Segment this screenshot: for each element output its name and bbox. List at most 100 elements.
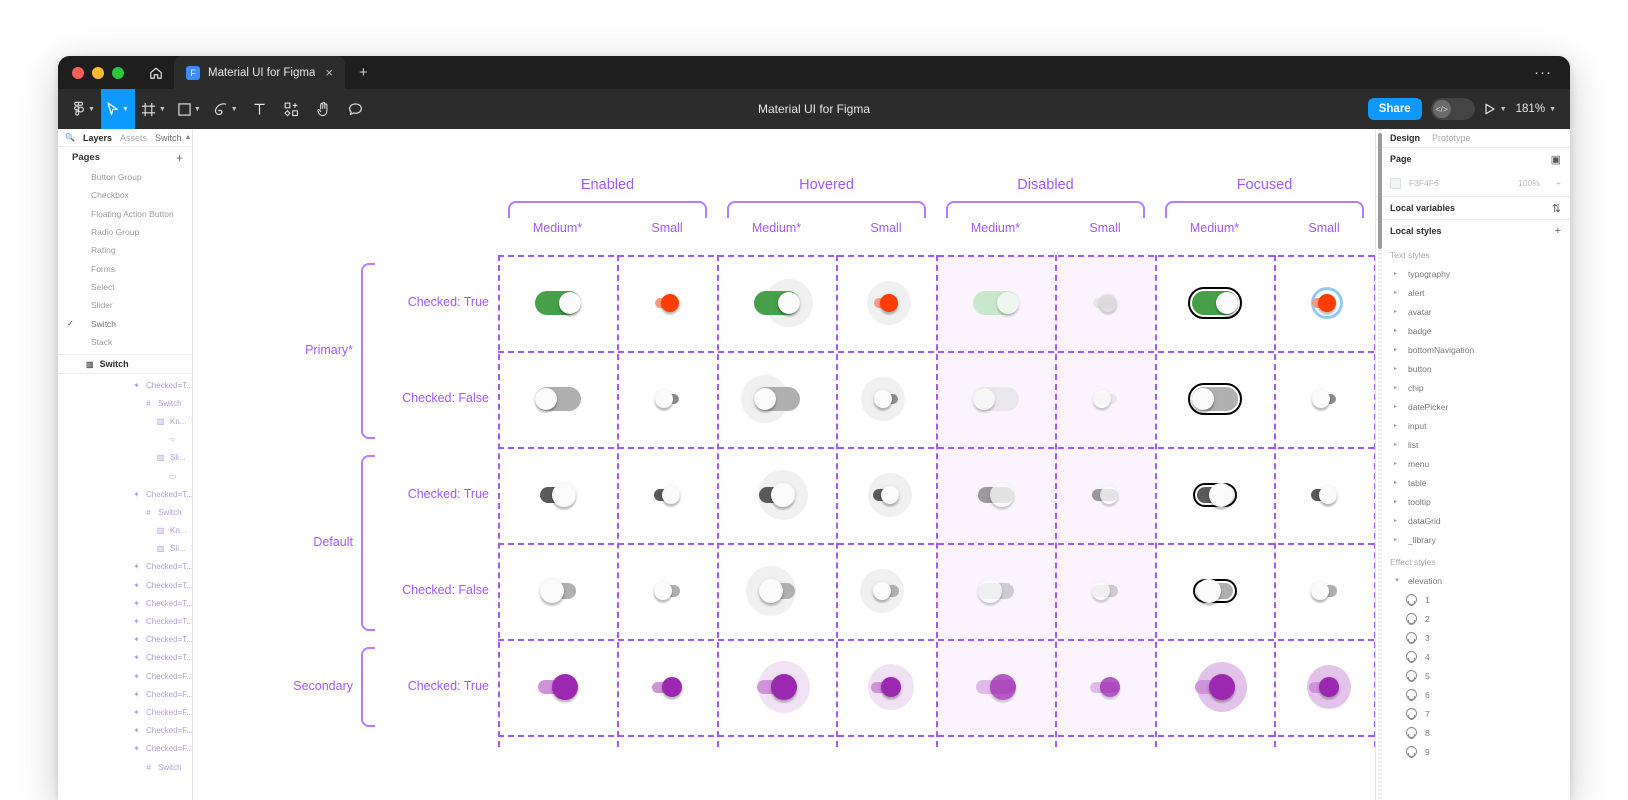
switch-cell[interactable] — [836, 255, 936, 351]
switch-component[interactable] — [856, 274, 916, 332]
text-style-row[interactable]: ▸ dataGrid — [1376, 511, 1570, 530]
tab-layers[interactable]: Layers — [82, 132, 112, 143]
comment-tool-icon[interactable] — [340, 89, 372, 129]
switch-component[interactable] — [856, 562, 916, 620]
switch-component[interactable] — [1176, 370, 1254, 428]
switch-knob[interactable] — [996, 292, 1019, 314]
text-style-row[interactable]: ▸ badge — [1376, 321, 1570, 340]
add-page-button[interactable]: + — [175, 150, 183, 165]
switch-cell[interactable] — [836, 543, 936, 639]
switch-component[interactable] — [1075, 658, 1135, 716]
text-style-row[interactable]: ▸ datePicker — [1376, 397, 1570, 416]
text-style-row[interactable]: ▸ list — [1376, 435, 1570, 454]
switch-component[interactable] — [637, 274, 697, 332]
layer-row[interactable]: ✦ Checked=F... — [58, 740, 192, 758]
add-style-button[interactable]: + — [1554, 225, 1561, 237]
switch-knob[interactable] — [539, 579, 564, 603]
elevation-row[interactable]: 8 — [1376, 723, 1570, 742]
switch-cell[interactable] — [936, 255, 1055, 351]
switch-cell[interactable] — [617, 639, 717, 735]
switch-cell[interactable] — [617, 351, 717, 447]
switch-knob[interactable] — [977, 579, 1002, 603]
elevation-row[interactable]: 7 — [1376, 704, 1570, 723]
variables-icon[interactable]: ⇅ — [1551, 202, 1561, 215]
layer-row[interactable]: ✦ Checked=F... — [58, 685, 192, 703]
layer-row[interactable]: # Switch — [58, 394, 192, 412]
color-swatch[interactable] — [1390, 177, 1401, 189]
switch-component[interactable] — [957, 466, 1035, 524]
switch-knob[interactable] — [881, 677, 901, 697]
switch-knob[interactable] — [1191, 388, 1214, 410]
eyedropper-icon[interactable]: ⌁ — [1555, 177, 1561, 188]
minimize-window-button[interactable] — [92, 66, 104, 79]
elevation-row[interactable]: 2 — [1376, 609, 1570, 628]
switch-knob[interactable] — [662, 677, 682, 697]
text-style-row[interactable]: ▸ _library — [1376, 530, 1570, 549]
layer-row[interactable]: ▥ Kn... — [58, 522, 192, 540]
switch-knob[interactable] — [874, 390, 892, 408]
elevation-row[interactable]: 1 — [1376, 590, 1570, 609]
text-style-row[interactable]: ▸ input — [1376, 416, 1570, 435]
switch-cell[interactable] — [1274, 639, 1374, 735]
switch-knob[interactable] — [770, 483, 795, 507]
zoom-control[interactable]: 181% ▼ — [1516, 103, 1556, 115]
switch-cell[interactable] — [498, 255, 617, 351]
switch-knob[interactable] — [1093, 390, 1111, 408]
switch-knob[interactable] — [654, 582, 672, 600]
switch-component[interactable] — [1176, 466, 1254, 524]
switch-component[interactable] — [1294, 658, 1354, 716]
text-style-row[interactable]: ▸ table — [1376, 473, 1570, 492]
switch-component[interactable] — [519, 562, 597, 620]
switch-knob[interactable] — [1319, 486, 1337, 504]
switch-knob[interactable] — [661, 294, 679, 312]
page-item[interactable]: Button Group — [58, 168, 192, 186]
page-item[interactable]: Forms — [58, 259, 192, 277]
page-item[interactable]: Stack — [58, 333, 192, 351]
layer-row[interactable]: ✦ Checked=T... — [58, 376, 192, 394]
right-scroll-track[interactable] — [1378, 129, 1382, 800]
switch-cell[interactable] — [498, 447, 617, 543]
switch-knob[interactable] — [972, 388, 995, 410]
tab-design[interactable]: Design — [1390, 133, 1421, 143]
switch-knob[interactable] — [1092, 582, 1110, 600]
switch-cell[interactable] — [498, 543, 617, 639]
browser-tab[interactable]: F Material UI for Figma × — [174, 56, 345, 89]
frame-tool-icon[interactable]: ▼ — [135, 89, 172, 129]
switch-component[interactable] — [738, 274, 816, 332]
switch-cell[interactable] — [1274, 255, 1374, 351]
switch-knob[interactable] — [1312, 390, 1330, 408]
switch-cell[interactable] — [1155, 351, 1274, 447]
switch-component[interactable] — [1075, 562, 1135, 620]
switch-cell[interactable] — [1155, 543, 1274, 639]
page-item[interactable]: Rating — [58, 241, 192, 259]
switch-knob[interactable] — [880, 294, 898, 312]
elevation-row[interactable]: 9 — [1376, 742, 1570, 761]
switch-knob[interactable] — [1196, 579, 1221, 603]
switch-component[interactable] — [738, 658, 816, 716]
layer-row[interactable]: ✦ Checked=F... — [58, 722, 192, 740]
switch-cell[interactable] — [717, 351, 836, 447]
page-item[interactable]: Slider — [58, 296, 192, 314]
switch-cell[interactable] — [617, 255, 717, 351]
share-button[interactable]: Share — [1367, 98, 1422, 120]
text-style-row[interactable]: ▸ typography — [1376, 264, 1570, 283]
switch-knob[interactable] — [777, 292, 800, 314]
switch-component[interactable] — [637, 658, 697, 716]
switch-component[interactable] — [1075, 274, 1135, 332]
switch-knob[interactable] — [551, 483, 576, 507]
switch-component[interactable] — [738, 370, 816, 428]
switch-component[interactable] — [519, 274, 597, 332]
switch-cell[interactable] — [617, 543, 717, 639]
switch-component[interactable] — [856, 370, 916, 428]
switch-cell[interactable] — [1274, 351, 1374, 447]
switch-component[interactable] — [856, 466, 916, 524]
switch-component[interactable] — [519, 370, 597, 428]
layer-row[interactable]: ✦ Checked=T... — [58, 485, 192, 503]
layer-row[interactable]: ✦ Checked=F... — [58, 667, 192, 685]
page-fill-hex[interactable]: F3F4F6 — [1409, 178, 1439, 188]
switch-cell[interactable] — [1155, 447, 1274, 543]
search-icon[interactable]: 🔍 — [65, 133, 75, 142]
switch-knob[interactable] — [1208, 483, 1233, 507]
layer-row[interactable]: # Switch — [58, 758, 192, 776]
layer-row[interactable]: ✦ Checked=F... — [58, 703, 192, 721]
